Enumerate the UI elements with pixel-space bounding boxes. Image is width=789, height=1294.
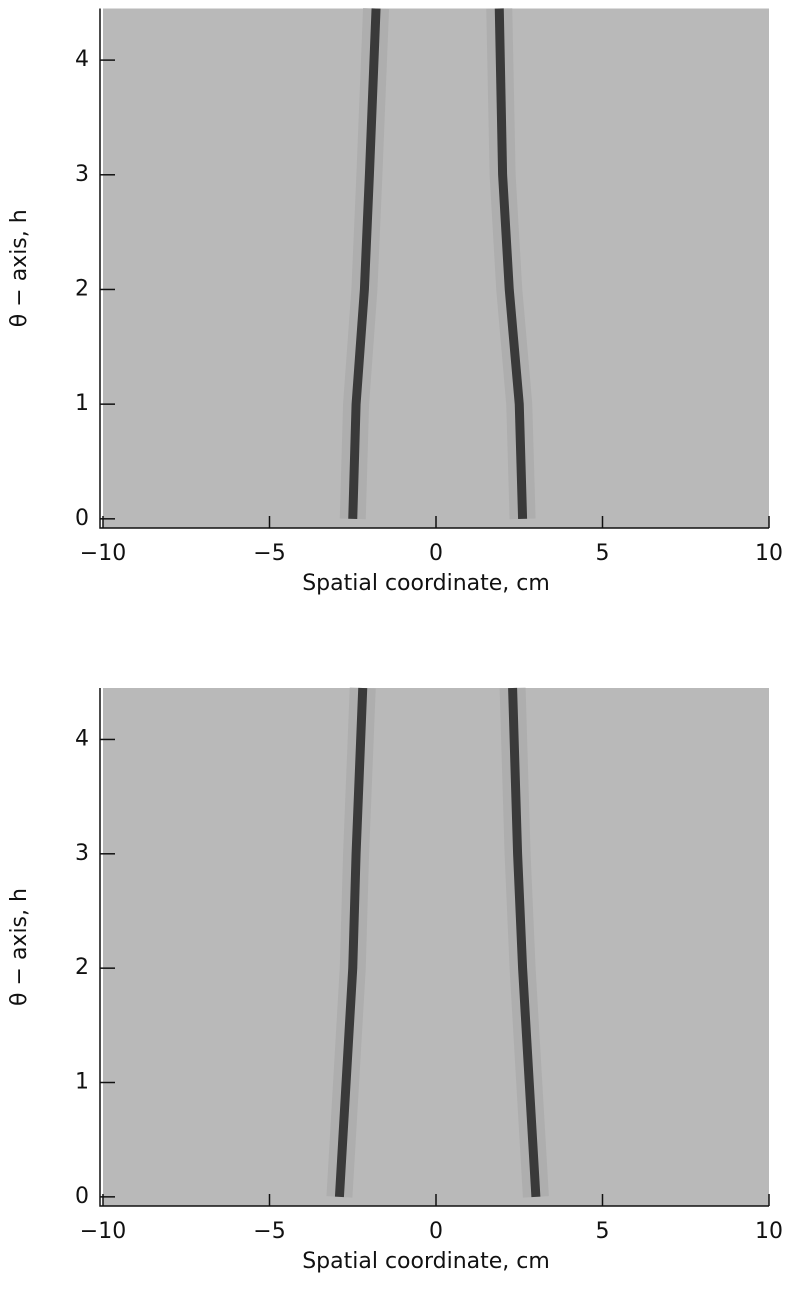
y-tick-label: 1 [75,391,89,416]
y-tick-label: 2 [75,955,89,980]
y-axis-title: θ − axis, h [7,888,32,1006]
y-tick-label: 4 [75,47,89,72]
band [334,687,368,1198]
axis-line [99,688,769,1207]
heatmap-background [103,688,769,1206]
x-tick-label: −10 [80,1219,126,1244]
band [494,8,528,519]
x-tick-label: 0 [429,1219,443,1244]
x-tick-label: 10 [755,1219,783,1244]
x-tick-label: −5 [253,541,285,566]
x-tick-label: 5 [596,541,610,566]
band [348,8,381,519]
y-tick-label: 1 [75,1070,89,1095]
x-tick-label: 10 [755,541,783,566]
x-axis-title: Spatial coordinate, cm [302,1249,550,1274]
x-tick-label: −5 [253,1219,285,1244]
y-tick-label: 3 [75,841,89,866]
x-tick-label: 5 [596,1219,610,1244]
y-tick-label: 0 [75,1184,89,1209]
x-tick-label: 0 [429,541,443,566]
x-axis-title: Spatial coordinate, cm [302,571,550,596]
x-tick-label: −10 [80,541,126,566]
y-tick-label: 4 [75,726,89,751]
y-tick-label: 0 [75,506,89,531]
y-axis-title: θ − axis, h [7,209,32,327]
heatmap-background [103,8,769,528]
band [508,687,541,1198]
axis-line [99,8,769,529]
y-tick-label: 2 [75,276,89,301]
y-tick-label: 3 [75,162,89,187]
